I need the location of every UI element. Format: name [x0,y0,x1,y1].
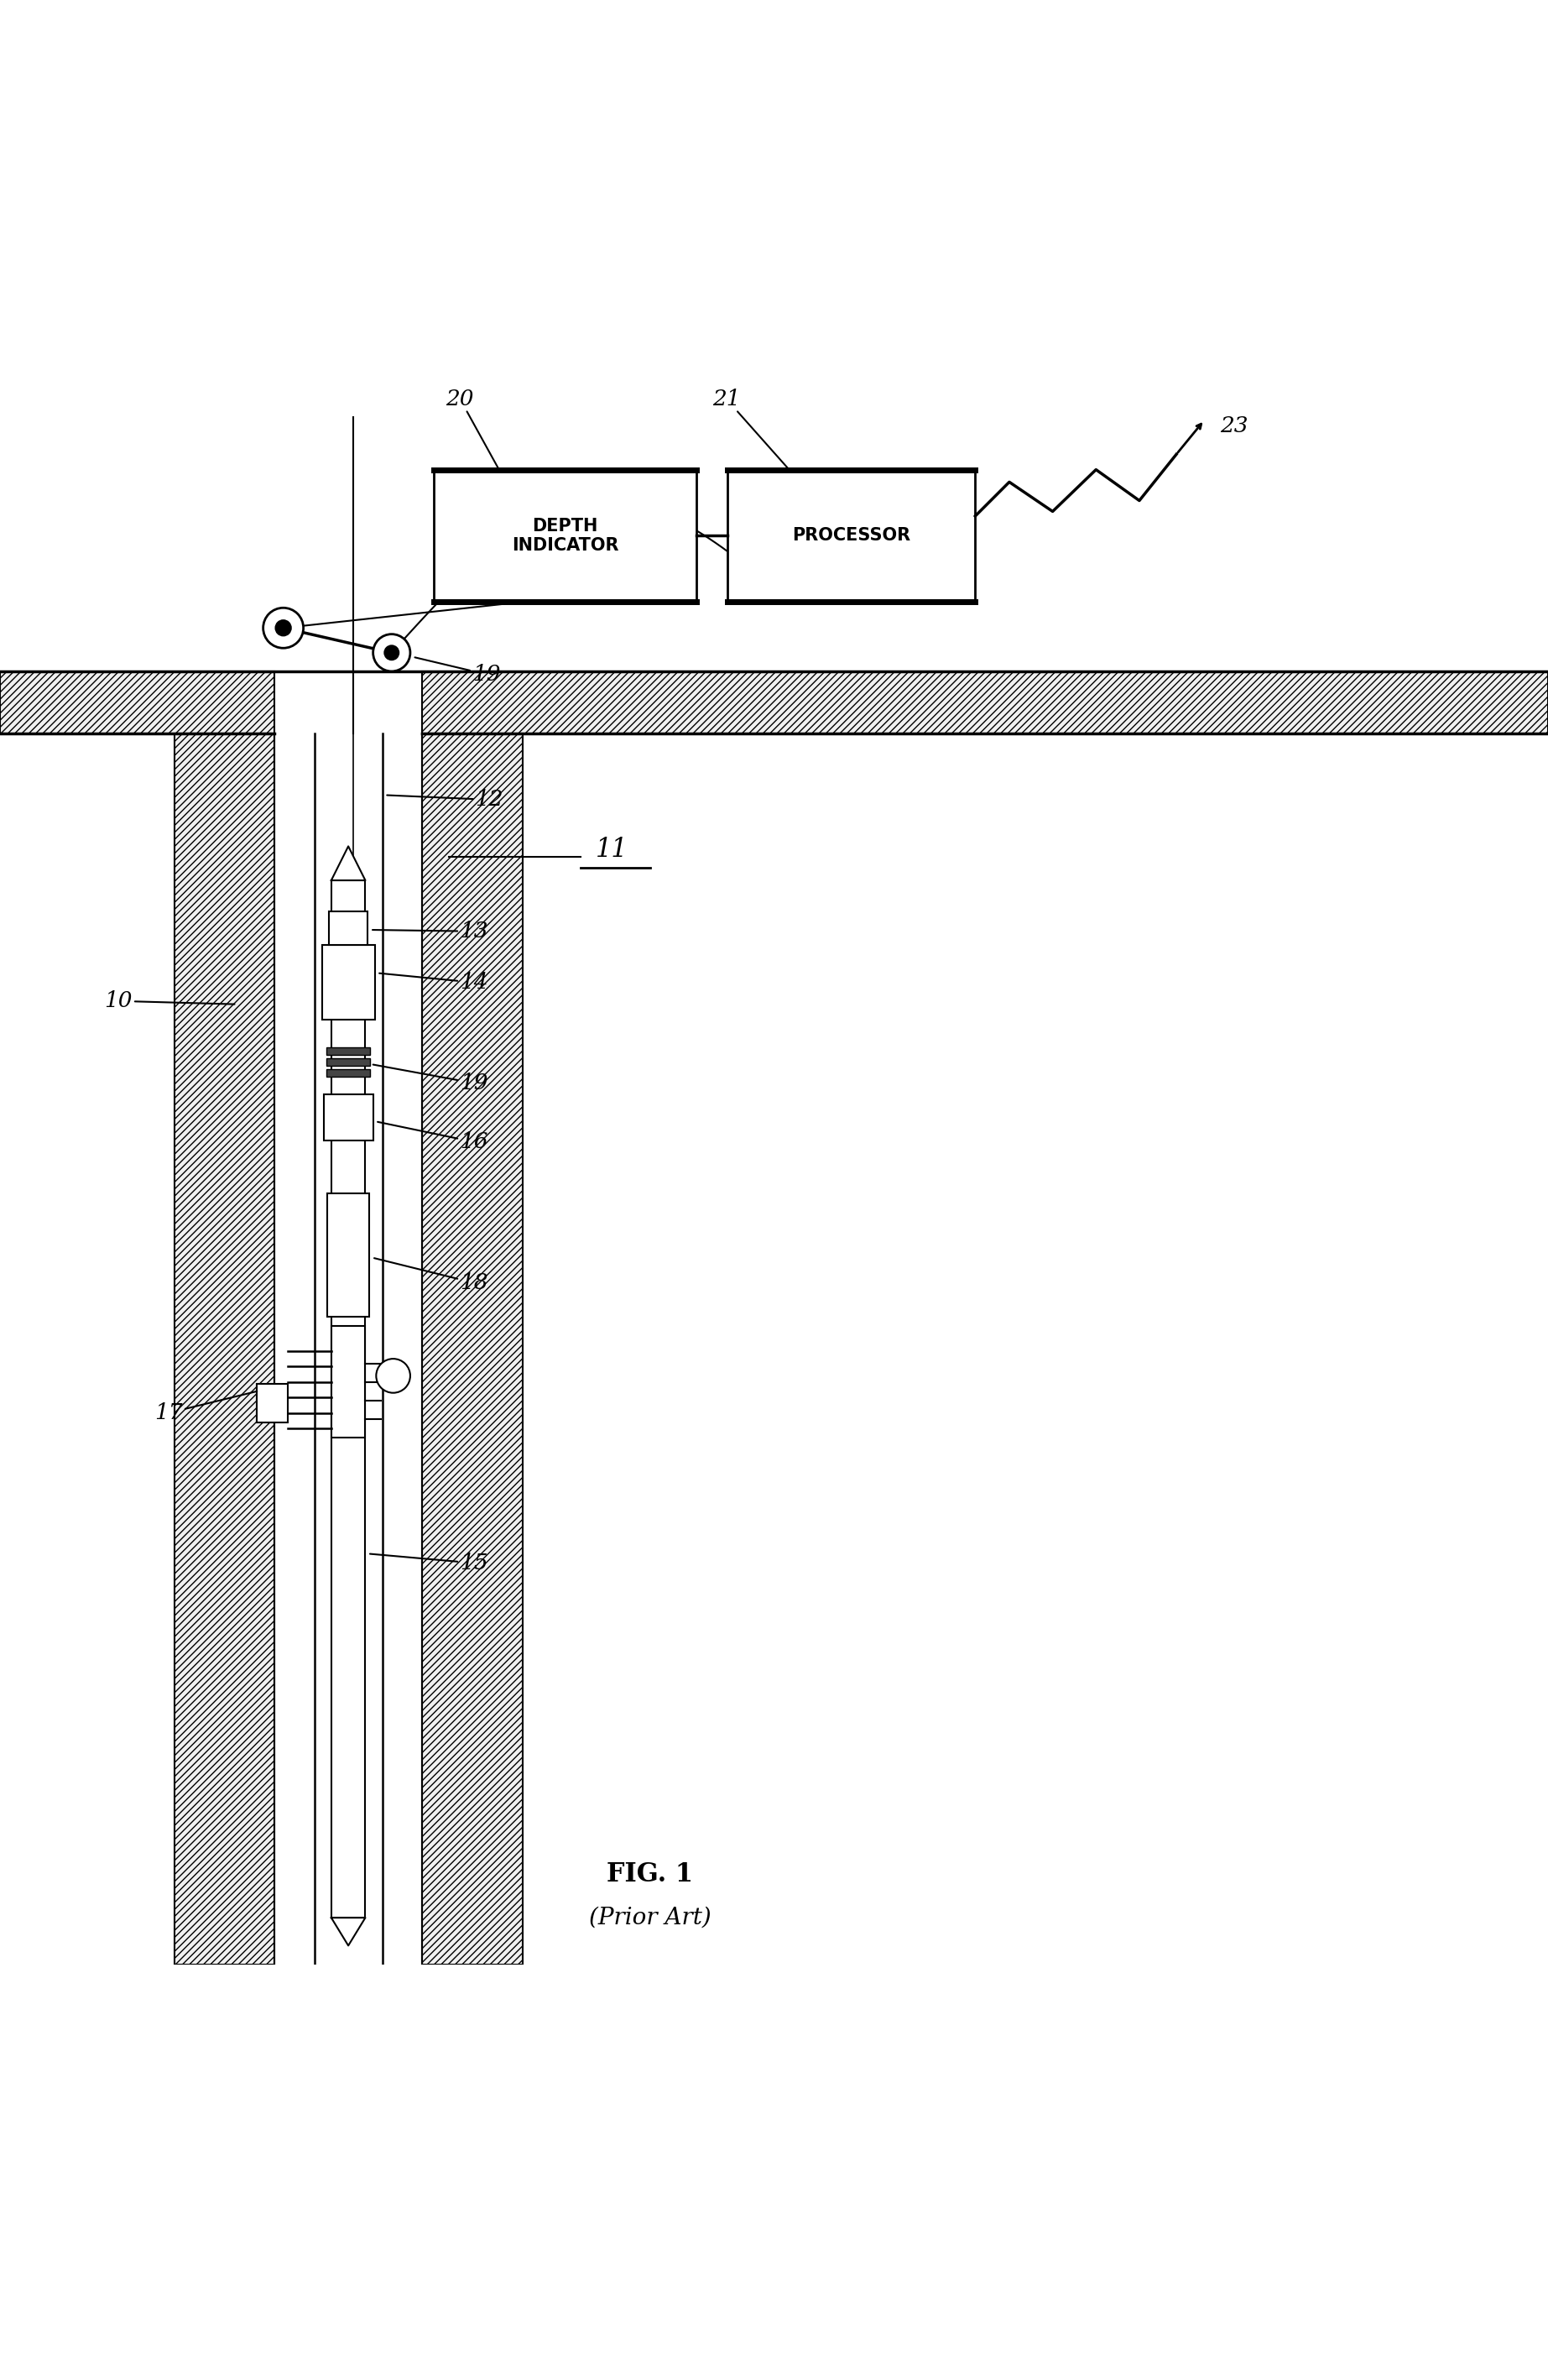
Text: 21: 21 [712,388,789,469]
Text: 19: 19 [415,657,500,685]
Bar [433,469,697,602]
Polygon shape [331,847,365,881]
Bar [421,733,523,1964]
Text: 16: 16 [378,1121,488,1152]
Bar [328,912,368,945]
Bar [324,1095,373,1140]
Text: 23: 23 [1220,416,1248,436]
Bar [314,733,382,1964]
Text: 14: 14 [379,971,488,992]
Text: DEPTH
INDICATOR: DEPTH INDICATOR [511,519,619,555]
Circle shape [376,1359,410,1392]
Text: FIG. 1: FIG. 1 [607,1861,694,1887]
Text: 17: 17 [155,1392,257,1423]
Bar [327,1069,370,1078]
Circle shape [384,645,399,659]
Circle shape [373,633,410,671]
Bar [0,671,276,733]
Text: 20: 20 [446,388,498,469]
Text: 13: 13 [373,921,488,942]
Bar [322,945,375,1019]
Bar [421,671,1548,733]
Text: 19: 19 [373,1064,488,1092]
Polygon shape [331,1918,365,1944]
Bar [173,733,274,1964]
Circle shape [263,607,303,647]
Text: 15: 15 [370,1552,488,1573]
Bar [327,1192,370,1316]
Text: (Prior Art): (Prior Art) [590,1906,711,1930]
Bar [331,881,365,1918]
Bar [728,469,975,602]
Bar [257,1383,288,1423]
Circle shape [276,621,291,635]
Bar [331,1326,365,1438]
Text: PROCESSOR: PROCESSOR [793,528,910,545]
Text: 12: 12 [387,790,503,809]
Bar [327,1059,370,1066]
Text: 11: 11 [596,838,628,864]
Text: 18: 18 [375,1259,488,1292]
Bar [327,1047,370,1054]
Text: 10: 10 [104,990,235,1012]
